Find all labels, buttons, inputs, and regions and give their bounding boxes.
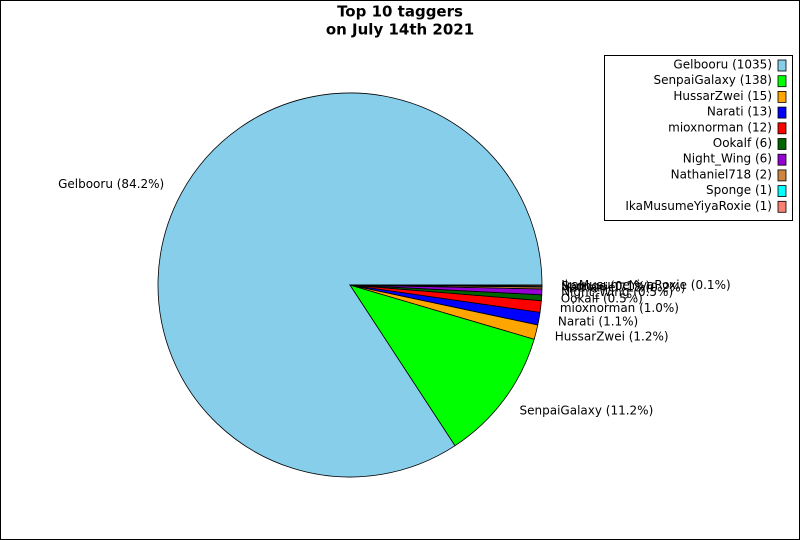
- legend-label: Gelbooru (1035): [673, 58, 772, 72]
- pie-slice: [349, 284, 543, 287]
- legend-label: Sponge (1): [706, 183, 772, 197]
- legend-swatch: [777, 200, 787, 213]
- legend-swatch: [777, 91, 787, 103]
- legend-label: SenpaiGalaxy (138): [653, 73, 772, 87]
- slice-label: Ookalf (0.5%): [561, 292, 643, 306]
- legend-swatch: [777, 169, 787, 182]
- slice-label: Nathaniel718 (0.2%): [561, 281, 685, 295]
- pie-slice: [349, 284, 535, 447]
- legend-label: Ookalf (6): [713, 136, 772, 150]
- legend-swatch: [777, 75, 787, 88]
- slice-label: Gelbooru (84.2%): [58, 177, 164, 191]
- slice-label: Night_Wing (0.5%): [561, 285, 673, 299]
- legend-swatch: [777, 122, 787, 135]
- slice-label: mioxnorman (1.0%): [560, 301, 679, 315]
- slice-label: SenpaiGalaxy (11.2%): [520, 403, 654, 417]
- slice-label: HussarZwei (1.2%): [555, 329, 669, 343]
- legend-swatch: [777, 138, 787, 150]
- legend-label: mioxnorman (12): [668, 120, 772, 134]
- legend-box: [604, 55, 793, 221]
- legend-swatch: [777, 59, 787, 72]
- legend-label: Narati (13): [707, 105, 772, 119]
- legend-label: IkaMusumeYiyaRoxie (1): [625, 199, 772, 213]
- legend-label: Nathaniel718 (2): [671, 167, 772, 181]
- chart-title: Top 10 taggers: [337, 3, 463, 21]
- chart-subtitle: on July 14th 2021: [326, 21, 474, 39]
- slice-label: Sponge (0.1%): [561, 279, 650, 293]
- legend-label: Night_Wing (6): [683, 152, 772, 166]
- legend-swatch: [777, 185, 787, 198]
- slice-label: Narati (1.1%): [558, 315, 638, 329]
- legend-swatch: [777, 153, 787, 166]
- legend-swatch: [777, 106, 787, 119]
- legend-label: HussarZwei (15): [673, 89, 772, 103]
- slice-label: IkaMusumeYiyaRoxie (0.1%): [561, 278, 730, 292]
